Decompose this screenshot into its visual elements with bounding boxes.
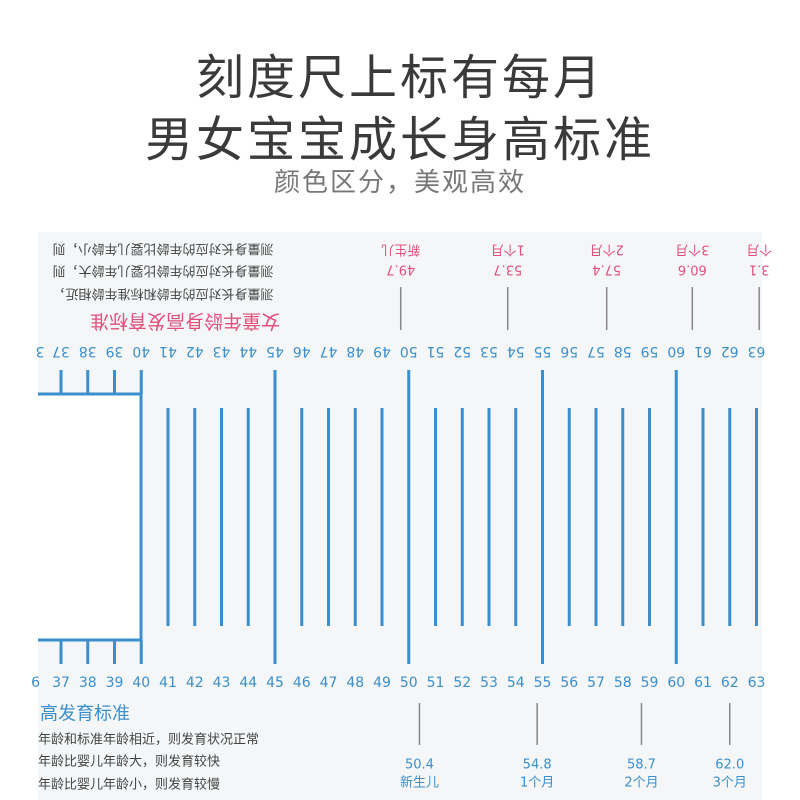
tick-label-bottom: 43 bbox=[213, 675, 231, 691]
tick-label-bottom: 45 bbox=[266, 675, 284, 691]
ruler-blank-panel bbox=[38, 394, 141, 640]
tick-label-top: 39 bbox=[106, 343, 124, 359]
tick-label-top: 62 bbox=[721, 343, 739, 359]
tick-label-top: 44 bbox=[239, 343, 257, 359]
tick-label-top: 52 bbox=[453, 343, 471, 359]
girl-marker-label: 1个月 bbox=[491, 242, 525, 257]
tick-label-top: 42 bbox=[186, 343, 204, 359]
boy-section-title: 高发育标准 bbox=[40, 704, 130, 725]
girl-marker-value: 57.4 bbox=[592, 262, 621, 277]
boy-marker-label: 1个月 bbox=[520, 776, 554, 791]
girl-section-title: 女童年龄身高发育标准 bbox=[90, 310, 280, 332]
girl-marker-value: 60.6 bbox=[678, 262, 707, 277]
tick-label-top: 54 bbox=[507, 343, 525, 359]
tick-label-top: 47 bbox=[320, 343, 338, 359]
girl-marker-label: 个月 bbox=[746, 242, 772, 257]
subtitle: 颜色区分，美观高效 bbox=[273, 168, 526, 198]
boy-marker-value: 54.8 bbox=[523, 758, 552, 773]
tick-label-bottom: 60 bbox=[667, 675, 685, 691]
boy-marker-label: 2个月 bbox=[624, 776, 658, 791]
boy-note: 年龄比婴儿年龄大，则发育较快 bbox=[38, 754, 220, 770]
tick-label-top: 48 bbox=[346, 343, 364, 359]
tick-label-top: 53 bbox=[480, 343, 498, 359]
tick-label-bottom: 38 bbox=[79, 675, 97, 691]
tick-label-top: 50 bbox=[400, 343, 418, 359]
tick-label-bottom: 54 bbox=[507, 675, 525, 691]
tick-label-top: 61 bbox=[694, 343, 712, 359]
tick-label-top: 41 bbox=[159, 343, 177, 359]
title-line-1: 刻度尺上标有每月 bbox=[195, 50, 604, 106]
tick-label-top: 43 bbox=[213, 343, 231, 359]
tick-label-bottom: 49 bbox=[373, 675, 391, 691]
tick-label-top: 46 bbox=[293, 343, 311, 359]
tick-label-top: 57 bbox=[587, 343, 605, 359]
tick-label-bottom: 48 bbox=[346, 675, 364, 691]
tick-label-top: 51 bbox=[427, 343, 445, 359]
tick-label-top: 63 bbox=[748, 343, 766, 359]
tick-label-bottom: 41 bbox=[159, 675, 177, 691]
tick-label-bottom-partial: 6 bbox=[31, 675, 40, 691]
tick-label-bottom: 63 bbox=[748, 675, 766, 691]
boy-marker-value: 62.0 bbox=[715, 758, 744, 773]
tick-label-bottom: 61 bbox=[694, 675, 712, 691]
tick-label-bottom: 58 bbox=[614, 675, 632, 691]
boy-marker-value: 50.4 bbox=[405, 758, 434, 773]
tick-label-bottom: 51 bbox=[427, 675, 445, 691]
girl-note: 测量身长对应的年龄比婴儿年龄大，则 bbox=[52, 263, 273, 279]
girl-marker-label: 新生儿 bbox=[381, 242, 420, 258]
girl-marker-label: 3个月 bbox=[675, 242, 709, 257]
tick-label-top: 40 bbox=[132, 343, 150, 359]
tick-label-bottom: 59 bbox=[641, 675, 659, 691]
boy-marker-value: 58.7 bbox=[627, 758, 656, 773]
tick-label-top: 49 bbox=[373, 343, 391, 359]
girl-note: 测量身长对应的年龄比婴儿年龄小，则 bbox=[52, 241, 273, 257]
title-line-2: 男女宝宝成长身高标准 bbox=[144, 112, 655, 168]
tick-label-bottom: 55 bbox=[534, 675, 552, 691]
tick-label-top-partial: 3 bbox=[36, 343, 45, 359]
tick-label-bottom: 47 bbox=[320, 675, 338, 691]
girl-marker-value: 53.7 bbox=[493, 262, 522, 277]
tick-label-bottom: 40 bbox=[132, 675, 150, 691]
tick-label-bottom: 57 bbox=[587, 675, 605, 691]
boy-note: 年龄比婴儿年龄小，则发育较慢 bbox=[38, 777, 220, 793]
boy-note: 年龄和标准年龄相近，则发育状况正常 bbox=[38, 732, 259, 748]
tick-label-top: 55 bbox=[534, 343, 552, 359]
girl-marker-label: 2个月 bbox=[590, 242, 624, 257]
tick-label-top: 38 bbox=[79, 343, 97, 359]
tick-label-top: 59 bbox=[641, 343, 659, 359]
tick-label-top: 56 bbox=[560, 343, 578, 359]
girl-marker-value: 3.1 bbox=[749, 262, 770, 277]
tick-label-bottom: 37 bbox=[52, 675, 70, 691]
tick-label-top: 58 bbox=[614, 343, 632, 359]
tick-label-bottom: 46 bbox=[293, 675, 311, 691]
tick-label-bottom: 50 bbox=[400, 675, 418, 691]
tick-label-bottom: 42 bbox=[186, 675, 204, 691]
tick-label-bottom: 44 bbox=[239, 675, 257, 691]
tick-label-bottom: 62 bbox=[721, 675, 739, 691]
tick-label-top: 45 bbox=[266, 343, 284, 359]
tick-label-bottom: 56 bbox=[560, 675, 578, 691]
boy-marker-label: 3个月 bbox=[713, 776, 747, 791]
girl-note: 测量身长对应的年龄和标准年龄相近， bbox=[52, 286, 273, 302]
tick-label-top: 60 bbox=[667, 343, 685, 359]
tick-label-bottom: 39 bbox=[106, 675, 124, 691]
tick-label-bottom: 53 bbox=[480, 675, 498, 691]
boy-marker-label: 新生儿 bbox=[400, 775, 439, 791]
tick-label-top: 37 bbox=[52, 343, 70, 359]
girl-marker-value: 49.7 bbox=[386, 262, 415, 277]
tick-label-bottom: 52 bbox=[453, 675, 471, 691]
